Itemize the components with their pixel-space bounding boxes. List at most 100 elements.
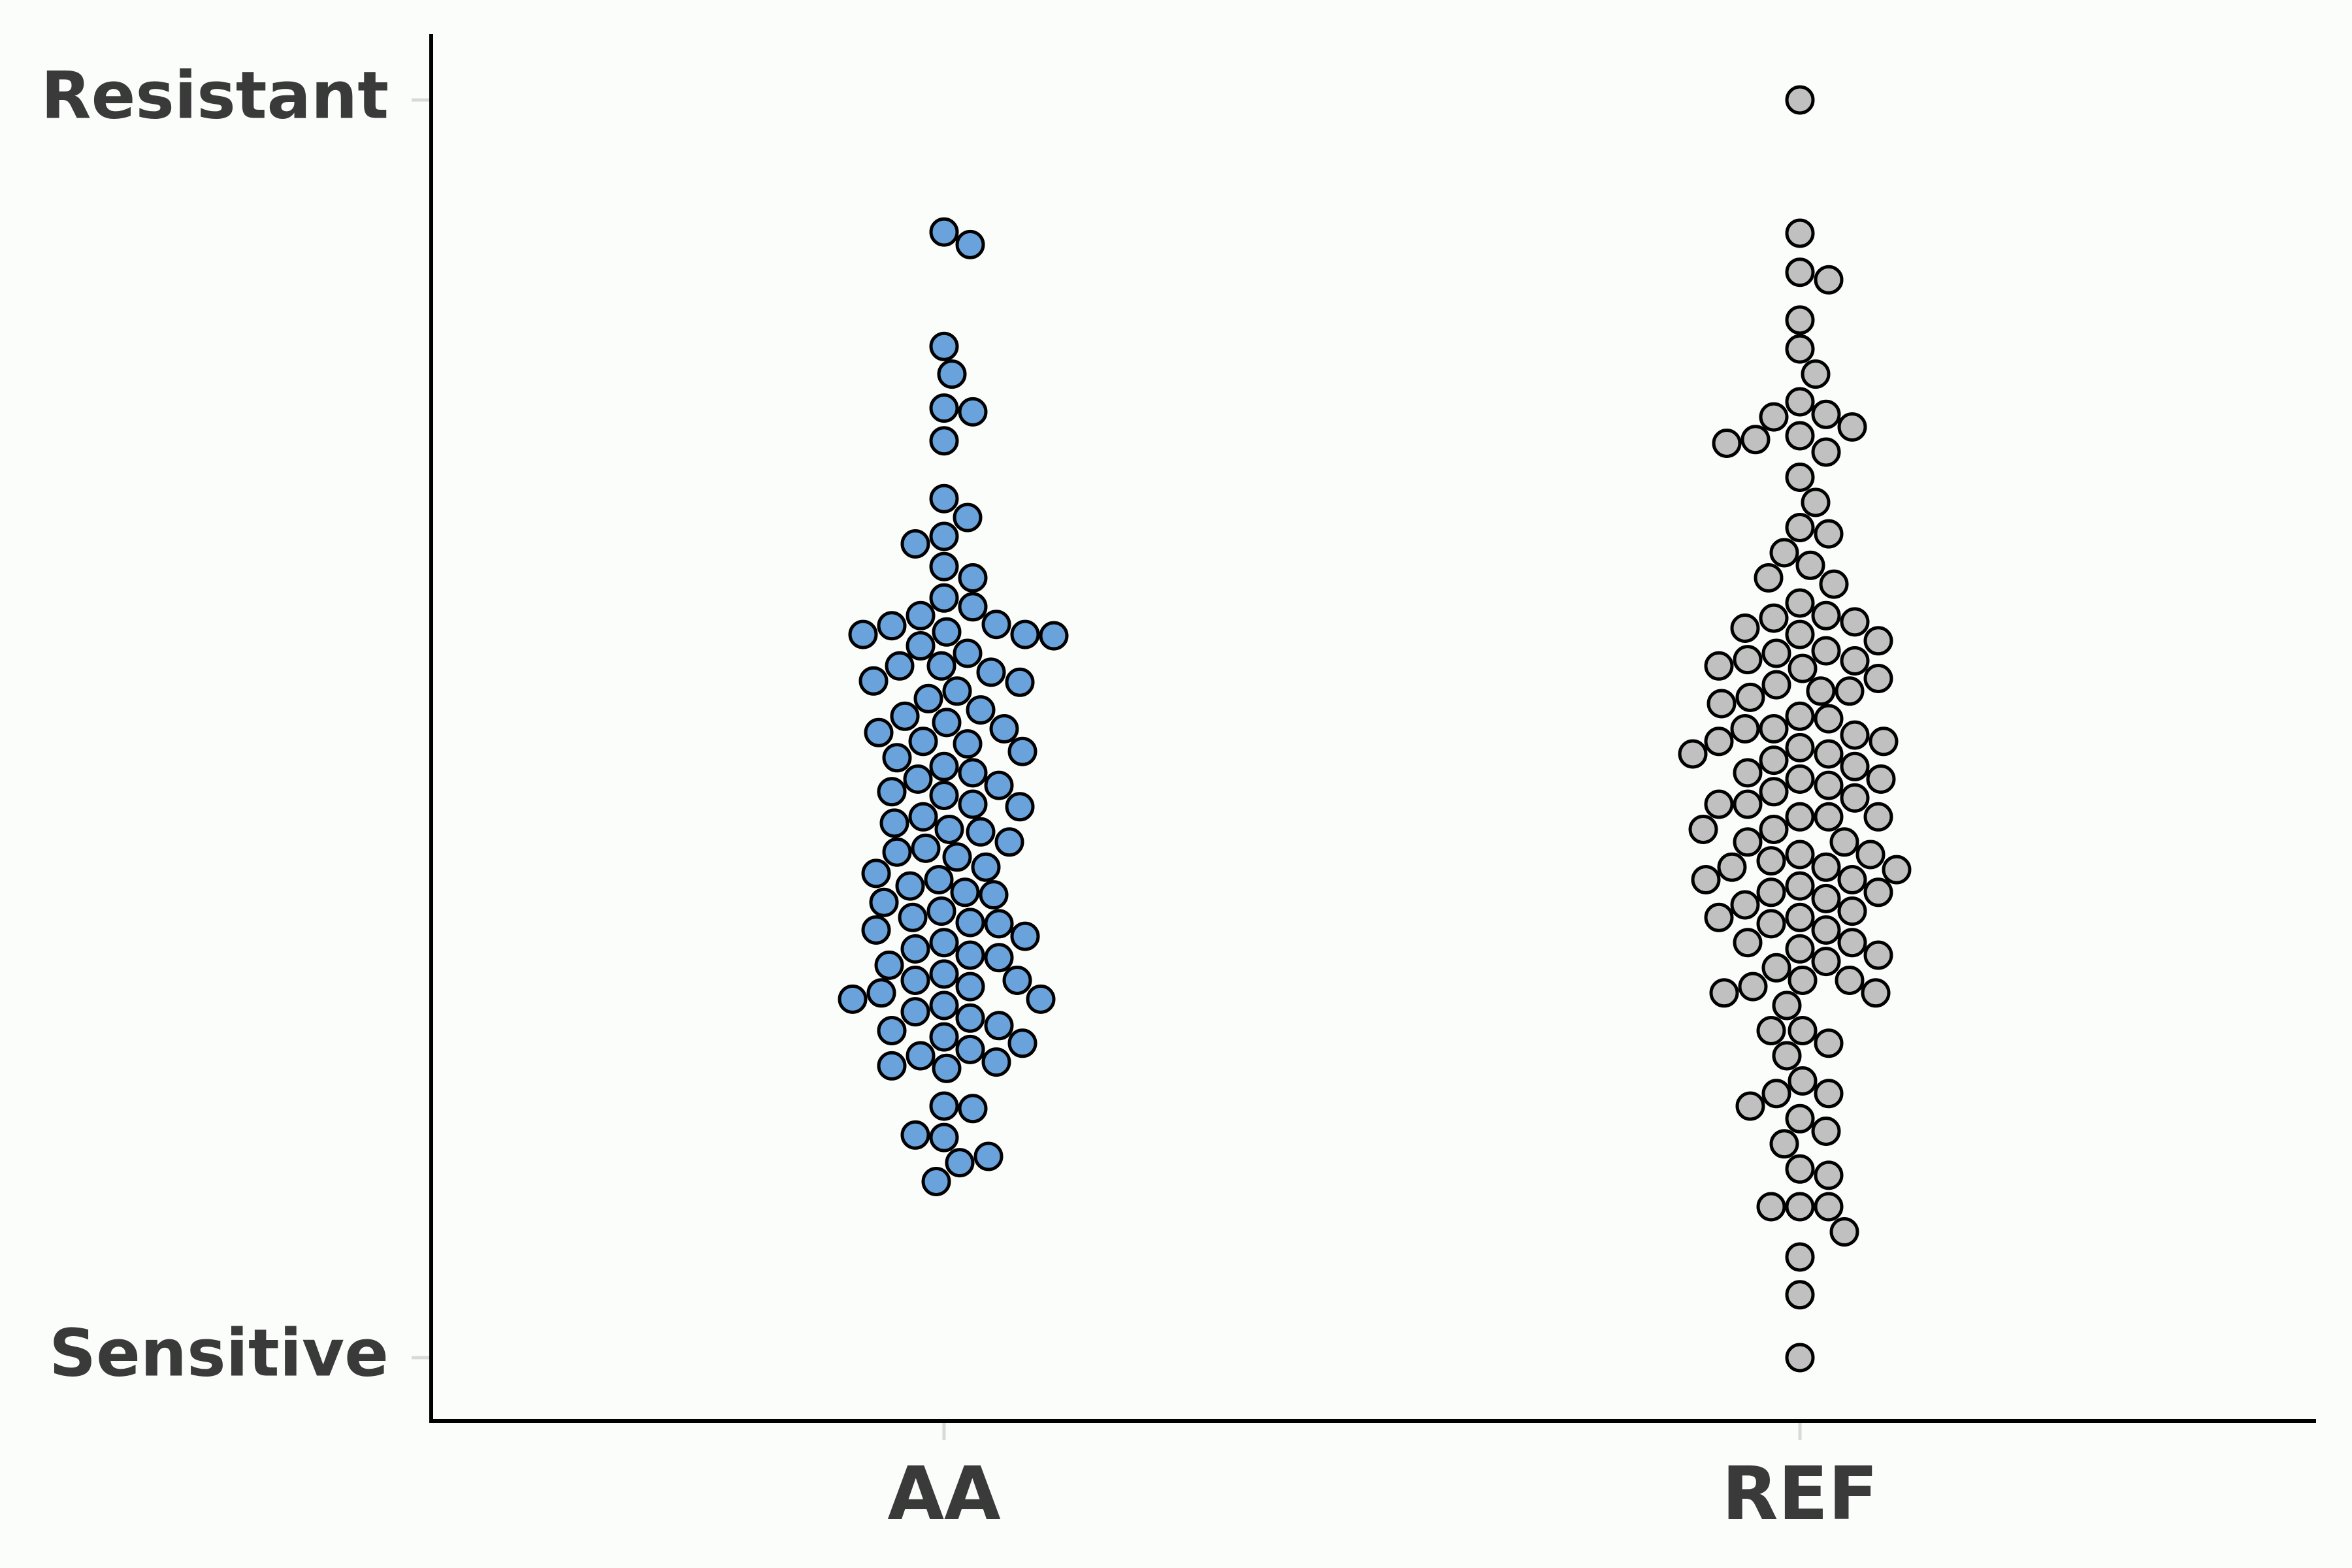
point-ref-15 bbox=[1785, 463, 1815, 492]
point-aa-28 bbox=[1005, 667, 1035, 697]
point-aa-84 bbox=[984, 1011, 1014, 1041]
point-ref-70 bbox=[1855, 840, 1886, 870]
point-aa-61 bbox=[979, 880, 1009, 910]
point-aa-31 bbox=[966, 695, 996, 725]
point-aa-33 bbox=[932, 708, 962, 738]
point-ref-30 bbox=[1811, 636, 1841, 666]
point-aa-93 bbox=[929, 1091, 959, 1121]
point-ref-14 bbox=[1811, 437, 1841, 467]
point-ref-61 bbox=[1704, 789, 1734, 819]
point-ref-5 bbox=[1785, 334, 1815, 364]
point-aa-64 bbox=[898, 902, 928, 932]
point-aa-12 bbox=[958, 563, 988, 593]
point-aa-85 bbox=[877, 1016, 907, 1045]
point-aa-72 bbox=[984, 943, 1014, 973]
point-ref-89 bbox=[1785, 934, 1815, 964]
point-aa-94 bbox=[958, 1094, 988, 1124]
point-ref-69 bbox=[1785, 840, 1815, 870]
point-aa-69 bbox=[929, 928, 959, 958]
point-ref-66 bbox=[1688, 815, 1718, 844]
point-ref-95 bbox=[1738, 972, 1768, 1002]
point-aa-48 bbox=[908, 802, 938, 832]
point-ref-64 bbox=[1863, 802, 1893, 832]
point-ref-113 bbox=[1814, 1192, 1844, 1222]
point-ref-55 bbox=[1785, 764, 1815, 794]
point-aa-63 bbox=[926, 896, 956, 926]
point-ref-94 bbox=[1835, 966, 1865, 995]
point-ref-41 bbox=[1707, 689, 1737, 719]
point-ref-34 bbox=[1704, 651, 1734, 681]
point-ref-21 bbox=[1754, 563, 1784, 593]
point-aa-18 bbox=[932, 617, 962, 647]
point-ref-27 bbox=[1730, 613, 1760, 643]
point-ref-1 bbox=[1785, 218, 1815, 248]
point-ref-87 bbox=[1837, 928, 1867, 958]
point-ref-85 bbox=[1756, 909, 1786, 939]
point-aa-91 bbox=[877, 1051, 907, 1081]
point-aa-43 bbox=[984, 770, 1014, 800]
point-ref-80 bbox=[1811, 883, 1841, 913]
point-aa-68 bbox=[1010, 921, 1040, 951]
point-aa-96 bbox=[900, 1120, 930, 1150]
point-ref-45 bbox=[1730, 714, 1760, 743]
point-ref-17 bbox=[1785, 513, 1815, 542]
point-aa-4 bbox=[929, 393, 959, 423]
point-ref-73 bbox=[1717, 852, 1747, 882]
point-ref-90 bbox=[1863, 940, 1893, 970]
point-ref-19 bbox=[1769, 538, 1799, 568]
point-ref-77 bbox=[1785, 871, 1815, 901]
point-aa-24 bbox=[926, 651, 956, 681]
point-aa-81 bbox=[929, 990, 959, 1021]
point-ref-56 bbox=[1866, 764, 1896, 794]
point-ref-52 bbox=[1759, 745, 1789, 776]
point-ref-39 bbox=[1835, 676, 1865, 706]
point-ref-100 bbox=[1756, 1016, 1786, 1045]
point-aa-56 bbox=[971, 852, 1001, 882]
point-ref-46 bbox=[1840, 720, 1870, 750]
point-aa-53 bbox=[911, 833, 941, 863]
point-aa-7 bbox=[929, 483, 959, 514]
point-aa-17 bbox=[877, 611, 907, 641]
point-ref-11 bbox=[1785, 421, 1815, 451]
point-aa-34 bbox=[989, 714, 1019, 743]
point-ref-31 bbox=[1761, 638, 1791, 668]
point-aa-65 bbox=[955, 907, 985, 938]
point-aa-57 bbox=[861, 858, 891, 889]
point-aa-80 bbox=[1026, 984, 1056, 1014]
point-aa-79 bbox=[838, 984, 868, 1014]
y-tick-label-resistant: Resistant bbox=[41, 57, 389, 133]
point-ref-43 bbox=[1814, 704, 1844, 734]
point-ref-79 bbox=[1863, 877, 1893, 907]
point-ref-13 bbox=[1712, 429, 1742, 458]
point-ref-37 bbox=[1761, 670, 1791, 700]
point-aa-89 bbox=[906, 1041, 936, 1071]
point-ref-40 bbox=[1735, 682, 1765, 712]
point-ref-107 bbox=[1785, 1103, 1815, 1134]
point-ref-29 bbox=[1863, 626, 1893, 656]
point-aa-6 bbox=[929, 426, 959, 456]
point-aa-99 bbox=[921, 1167, 951, 1196]
point-ref-109 bbox=[1769, 1129, 1799, 1159]
point-aa-42 bbox=[903, 764, 933, 794]
point-ref-67 bbox=[1829, 827, 1859, 857]
point-aa-55 bbox=[942, 842, 972, 872]
point-aa-77 bbox=[955, 972, 985, 1002]
point-aa-41 bbox=[958, 758, 988, 788]
point-ref-96 bbox=[1861, 978, 1891, 1008]
point-ref-91 bbox=[1811, 947, 1841, 977]
point-aa-88 bbox=[955, 1034, 985, 1064]
point-aa-36 bbox=[908, 727, 938, 757]
point-aa-50 bbox=[934, 815, 964, 844]
point-ref-65 bbox=[1759, 815, 1789, 844]
point-ref-24 bbox=[1811, 600, 1841, 630]
point-ref-97 bbox=[1709, 978, 1739, 1008]
point-ref-81 bbox=[1730, 890, 1760, 920]
point-ref-117 bbox=[1785, 1280, 1815, 1310]
point-aa-38 bbox=[1007, 736, 1037, 766]
point-aa-23 bbox=[953, 638, 983, 668]
point-aa-10 bbox=[900, 529, 930, 559]
point-ref-26 bbox=[1840, 607, 1870, 637]
point-aa-1 bbox=[955, 229, 985, 259]
point-aa-35 bbox=[864, 717, 894, 747]
point-aa-19 bbox=[1010, 619, 1040, 649]
